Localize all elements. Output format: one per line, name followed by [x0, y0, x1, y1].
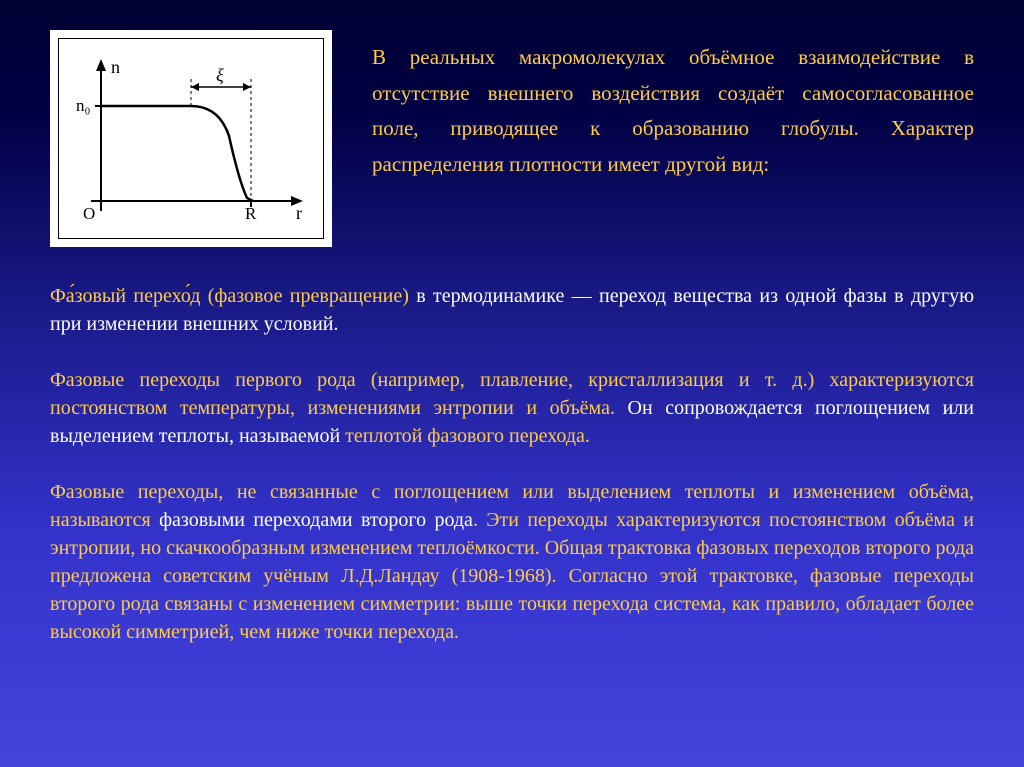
n0-label: n₀	[76, 96, 91, 115]
origin-label: O	[83, 204, 95, 223]
intro-paragraph: В реальных макромолекулах объёмное взаим…	[372, 30, 974, 247]
r-tick-label: R	[245, 204, 257, 223]
x-axis-label: r	[296, 203, 302, 223]
density-diagram: n n₀ O R r ξ	[58, 38, 324, 239]
paragraph-first-order: Фазовые переходы первого рода (например,…	[50, 366, 974, 450]
p1-gold1: Фа́зовый перехо́д (фазовое превращение)	[50, 285, 409, 307]
top-section: n n₀ O R r ξ В реальных макромолекулах о…	[50, 30, 974, 247]
paragraph-second-order: Фазовые переходы, не связанные с поглоще…	[50, 478, 974, 646]
density-plot-svg: n n₀ O R r ξ	[71, 51, 311, 226]
diagram-container: n n₀ O R r ξ	[50, 30, 332, 247]
y-axis-label: n	[111, 57, 120, 77]
paragraph-phase-transition-def: Фа́зовый перехо́д (фазовое превращение) …	[50, 282, 974, 338]
p3-white1: фазовыми переходами второго рода	[159, 509, 473, 531]
p2-gold2: теплотой фазового перехода.	[345, 425, 590, 447]
xi-label: ξ	[216, 65, 224, 85]
